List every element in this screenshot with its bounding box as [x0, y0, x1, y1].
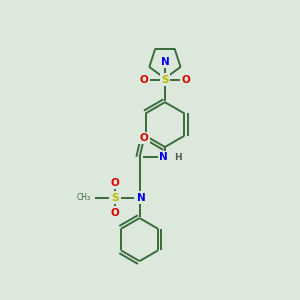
Text: O: O [182, 75, 190, 85]
Text: O: O [111, 178, 119, 188]
Text: N: N [137, 193, 146, 203]
Text: H: H [174, 153, 181, 162]
Text: O: O [140, 133, 148, 143]
Text: N: N [159, 152, 168, 163]
Text: O: O [111, 208, 119, 218]
Text: S: S [161, 75, 169, 85]
Text: N: N [160, 57, 169, 67]
Text: O: O [140, 75, 148, 85]
Text: S: S [111, 193, 119, 203]
Text: CH₃: CH₃ [76, 193, 91, 202]
